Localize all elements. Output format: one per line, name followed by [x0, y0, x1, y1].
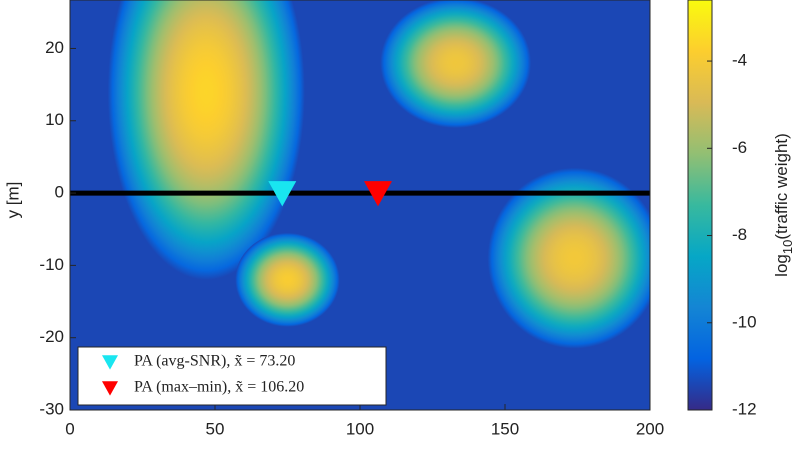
- legend-label: PA (avg-SNR), x̃ = 73.20: [134, 353, 295, 370]
- y-tick-label: -20: [39, 327, 64, 346]
- x-tick-label: 50: [206, 419, 225, 438]
- legend-symbol: [102, 355, 118, 370]
- hotspot: [107, 0, 305, 280]
- colorbar-label-rest: (traffic weight): [772, 133, 791, 239]
- legend: PA (avg-SNR), x̃ = 73.20 PA (max–min), x̃…: [77, 346, 387, 406]
- legend-label: PA (max–min), x̃ = 106.20: [134, 379, 304, 396]
- y-tick-label: 0: [55, 183, 64, 202]
- legend-box: [77, 346, 387, 406]
- colorbar-label-sub: 10: [780, 240, 795, 254]
- hotspot: [487, 167, 650, 349]
- x-tick-label: 200: [636, 419, 664, 438]
- y-tick-label: -10: [39, 255, 64, 274]
- x-tick-label: 100: [346, 419, 374, 438]
- colorbar-tick-label: -8: [732, 225, 747, 244]
- colorbar-tick-label: -6: [732, 138, 747, 157]
- colorbar-tick-label: -10: [732, 312, 757, 331]
- colorbar: [687, 0, 713, 411]
- colorbar-label-base: log: [772, 254, 791, 277]
- plot-area: [70, 0, 650, 410]
- x-tick-label: 0: [65, 419, 74, 438]
- y-tick-label: 10: [45, 110, 64, 129]
- pa-marker: [363, 181, 392, 207]
- hotspot: [380, 0, 532, 128]
- pa-marker: [268, 181, 297, 207]
- x-tick-label: 150: [491, 419, 519, 438]
- colorbar-label: log10(traffic weight): [772, 133, 795, 277]
- legend-symbol: [102, 381, 118, 396]
- y-tick-label: -30: [39, 399, 64, 418]
- hotspot: [235, 232, 340, 327]
- colorbar-tick-label: -4: [732, 51, 747, 70]
- colorbar-tick-label: -12: [732, 399, 757, 418]
- y-axis-label: y [m]: [3, 182, 22, 219]
- y-tick-label: 20: [45, 38, 64, 57]
